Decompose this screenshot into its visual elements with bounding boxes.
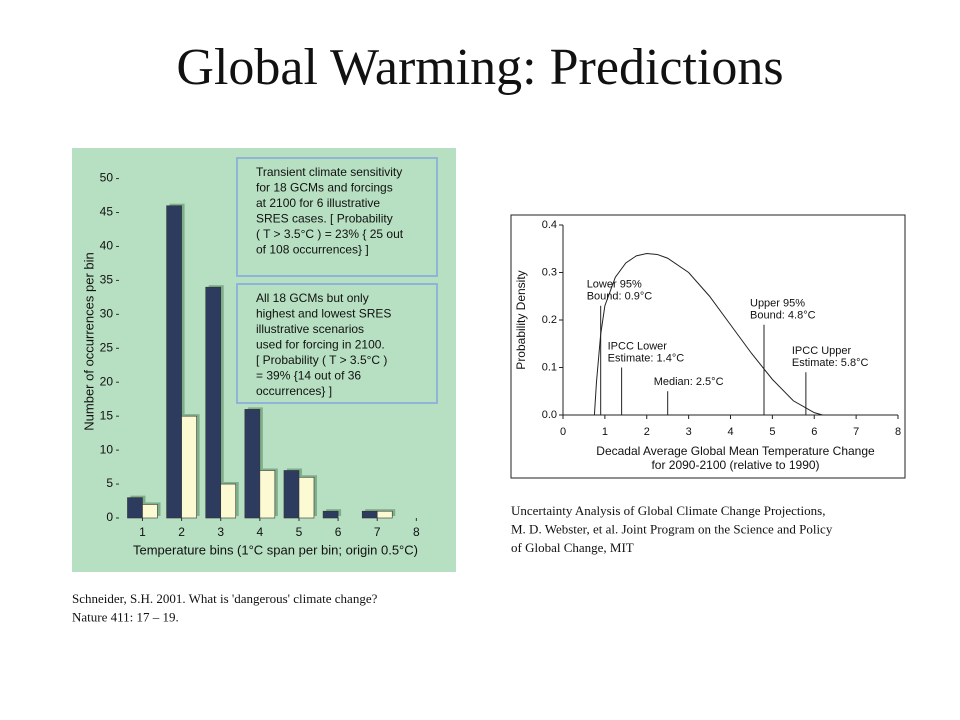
x-axis-label: Decadal Average Global Mean Temperature … bbox=[596, 444, 875, 458]
y-tick-label: 0 bbox=[106, 510, 113, 524]
y-tick-label: 5 bbox=[106, 476, 113, 490]
x-tick-label: 8 bbox=[413, 525, 420, 539]
y-tick-label: 25 bbox=[100, 340, 114, 354]
annotation-box bbox=[236, 157, 438, 277]
x-tick-label: 2 bbox=[178, 525, 185, 539]
y-tick-label: 0.1 bbox=[542, 361, 557, 373]
annotation-text: = 39% {14 out of 36 bbox=[256, 369, 361, 383]
bar bbox=[244, 409, 261, 519]
annotation-text: illustrative scenarios bbox=[256, 322, 364, 336]
x-tick-label: 5 bbox=[769, 426, 775, 438]
y-tick-label: 0.0 bbox=[542, 409, 557, 421]
x-tick-label: 3 bbox=[686, 426, 692, 438]
y-tick-label: 40 bbox=[100, 239, 114, 253]
x-tick-label: 1 bbox=[139, 525, 146, 539]
y-tick-label: 15 bbox=[100, 408, 114, 422]
x-axis-label: Temperature bins (1°C span per bin; orig… bbox=[133, 542, 418, 557]
bar bbox=[166, 205, 182, 519]
y-tick-label: 45 bbox=[100, 205, 114, 219]
x-tick-label: 2 bbox=[644, 426, 650, 438]
marker-label: Upper 95% bbox=[750, 298, 805, 310]
marker-label: Bound: 4.8°C bbox=[750, 310, 816, 322]
x-tick-label: 1 bbox=[602, 426, 608, 438]
x-tick-label: 0 bbox=[560, 426, 566, 438]
annotation-text: used for forcing in 2100. bbox=[256, 338, 385, 352]
annotation-text: ( T > 3.5°C ) = 23% { 25 out bbox=[256, 227, 404, 241]
marker-label: IPCC Lower bbox=[608, 340, 668, 352]
caption: Uncertainty Analysis of Global Climate C… bbox=[511, 503, 825, 518]
marker-label: Estimate: 5.8°C bbox=[792, 357, 869, 369]
x-tick-label: 6 bbox=[335, 525, 342, 539]
y-tick-label: 0.3 bbox=[542, 266, 557, 278]
bar bbox=[283, 470, 300, 519]
slide-title: Global Warming: Predictions bbox=[176, 39, 783, 96]
y-tick-label: 10 bbox=[100, 442, 114, 456]
chart-frame bbox=[510, 214, 906, 479]
y-tick-label: 0.4 bbox=[542, 219, 557, 231]
annotation-text: occurrences} ] bbox=[256, 384, 332, 398]
annotation-text: SRES cases. [ Probability bbox=[256, 212, 393, 226]
caption: Schneider, S.H. 2001. What is 'dangerous… bbox=[72, 591, 378, 606]
annotation-text: at 2100 for 6 illustrative bbox=[256, 196, 380, 210]
y-tick-label: 50 bbox=[100, 171, 114, 185]
caption: M. D. Webster, et al. Joint Program on t… bbox=[511, 521, 833, 536]
y-tick-label: 0.2 bbox=[542, 314, 557, 326]
bar bbox=[127, 497, 143, 519]
annotation-text: Transient climate sensitivity bbox=[256, 165, 402, 179]
y-axis-label: Probability Density bbox=[514, 270, 528, 369]
bar bbox=[322, 510, 339, 519]
y-tick-label: 20 bbox=[100, 374, 114, 388]
x-tick-label: 4 bbox=[727, 426, 733, 438]
x-axis-label: for 2090-2100 (relative to 1990) bbox=[651, 458, 819, 472]
bar bbox=[220, 483, 237, 519]
bar bbox=[259, 470, 276, 519]
annotation-text: of 108 occurrences} ] bbox=[256, 243, 369, 257]
y-tick-label: 30 bbox=[100, 307, 114, 321]
x-tick-label: 6 bbox=[811, 426, 817, 438]
y-tick-label: 35 bbox=[100, 273, 114, 287]
x-tick-label: 3 bbox=[217, 525, 224, 539]
bar bbox=[205, 286, 222, 519]
y-axis-label: Number of occurrences per bin bbox=[81, 252, 96, 430]
marker-label: Bound: 0.9°C bbox=[587, 291, 653, 303]
annotation-text: for 18 GCMs and forcings bbox=[256, 181, 393, 195]
marker-label: IPCC Upper bbox=[792, 345, 852, 357]
bar bbox=[142, 504, 158, 519]
annotation-box bbox=[236, 283, 438, 404]
bar bbox=[361, 510, 378, 519]
marker-label: Median: 2.5°C bbox=[654, 376, 724, 388]
marker-label: Lower 95% bbox=[587, 279, 642, 291]
x-tick-label: 5 bbox=[296, 525, 303, 539]
caption: Nature 411: 17 – 19. bbox=[72, 609, 179, 624]
annotation-text: All 18 GCMs but only bbox=[256, 291, 369, 305]
annotation-text: [ Probability ( T > 3.5°C ) bbox=[256, 353, 387, 367]
density-curve bbox=[593, 252, 823, 416]
bar bbox=[376, 510, 393, 519]
marker-label: Estimate: 1.4°C bbox=[608, 352, 685, 364]
x-tick-label: 4 bbox=[257, 525, 264, 539]
bar bbox=[298, 476, 315, 519]
bar bbox=[181, 415, 197, 519]
x-tick-label: 8 bbox=[895, 426, 901, 438]
caption: of Global Change, MIT bbox=[511, 540, 634, 555]
annotation-text: highest and lowest SRES bbox=[256, 307, 391, 321]
x-tick-label: 7 bbox=[853, 426, 859, 438]
x-tick-label: 7 bbox=[374, 525, 381, 539]
